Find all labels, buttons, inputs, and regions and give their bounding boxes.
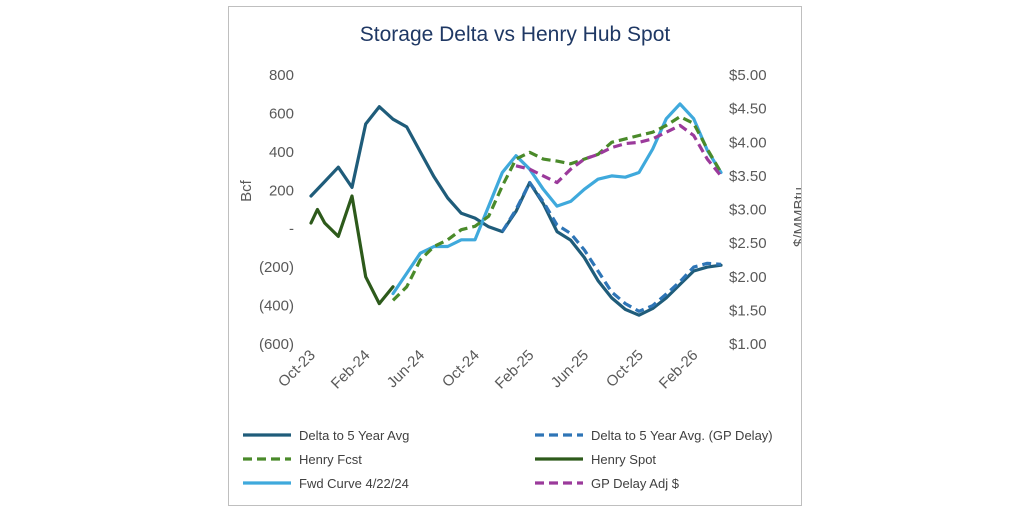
x-tick-label: Feb-25 [492,347,538,393]
y-axis-title: Bcf [238,179,255,202]
y-tick-label: 600 [269,105,294,122]
y-axis-ticks: 800 600 400 200 - (200) (400) (600) [259,67,294,353]
series-line [309,105,723,317]
series-line [391,115,723,302]
chart-title: Storage Delta vs Henry Hub Spot [360,23,671,46]
x-tick-label: Oct-24 [439,347,483,391]
series-line [391,102,723,296]
x-tick-label: Feb-24 [328,347,374,393]
x-tick-label: Jun-24 [384,347,428,391]
series-line [309,194,395,306]
y2-tick-label: $3.50 [729,168,767,185]
y2-axis-title: $/MMBtu [791,187,801,247]
line-chart: Storage Delta vs Henry Hub Spot Bcf $/MM… [238,23,801,491]
legend-label: Delta to 5 Year Avg [299,428,409,443]
legend-label: Delta to 5 Year Avg. (GP Delay) [591,428,773,443]
y-tick-label: 200 [269,182,294,199]
x-tick-label: Jun-25 [548,347,592,391]
y2-tick-label: $2.50 [729,235,767,252]
y-tick-label: - [289,221,294,238]
x-tick-label: Feb-26 [656,347,702,393]
y2-tick-label: $5.00 [729,67,767,84]
y-tick-label: (600) [259,336,294,353]
x-axis-ticks: Oct-23 Feb-24 Jun-24 Oct-24 Feb-25 Jun-25 Oct-… [275,347,702,393]
y-tick-label: 400 [269,144,294,161]
x-tick-label: Oct-25 [603,347,647,391]
plot-area [309,102,723,317]
y2-tick-label: $1.00 [729,336,767,353]
y-tick-label: (200) [259,259,294,276]
chart-container: Storage Delta vs Henry Hub Spot Bcf $/MM… [228,6,802,506]
y-tick-label: 800 [269,67,294,84]
y2-tick-label: $3.00 [729,202,767,219]
legend-label: GP Delay Adj $ [591,476,680,491]
legend-label: Henry Fcst [299,452,362,467]
legend: Delta to 5 Year Avg Delta to 5 Year Avg. … [243,428,773,491]
y2-axis-ticks: $5.00 $4.50 $4.00 $3.50 $3.00 $2.50 $2.00 $1.50… [729,67,767,353]
legend-label: Fwd Curve 4/22/24 [299,476,409,491]
series-line [515,123,723,185]
y2-tick-label: $1.50 [729,302,767,319]
series-line [500,181,722,313]
y2-tick-label: $4.00 [729,134,767,151]
legend-label: Henry Spot [591,452,656,467]
y2-tick-label: $4.50 [729,101,767,118]
y-tick-label: (400) [259,298,294,315]
x-tick-label: Oct-23 [275,347,319,391]
y2-tick-label: $2.00 [729,269,767,286]
